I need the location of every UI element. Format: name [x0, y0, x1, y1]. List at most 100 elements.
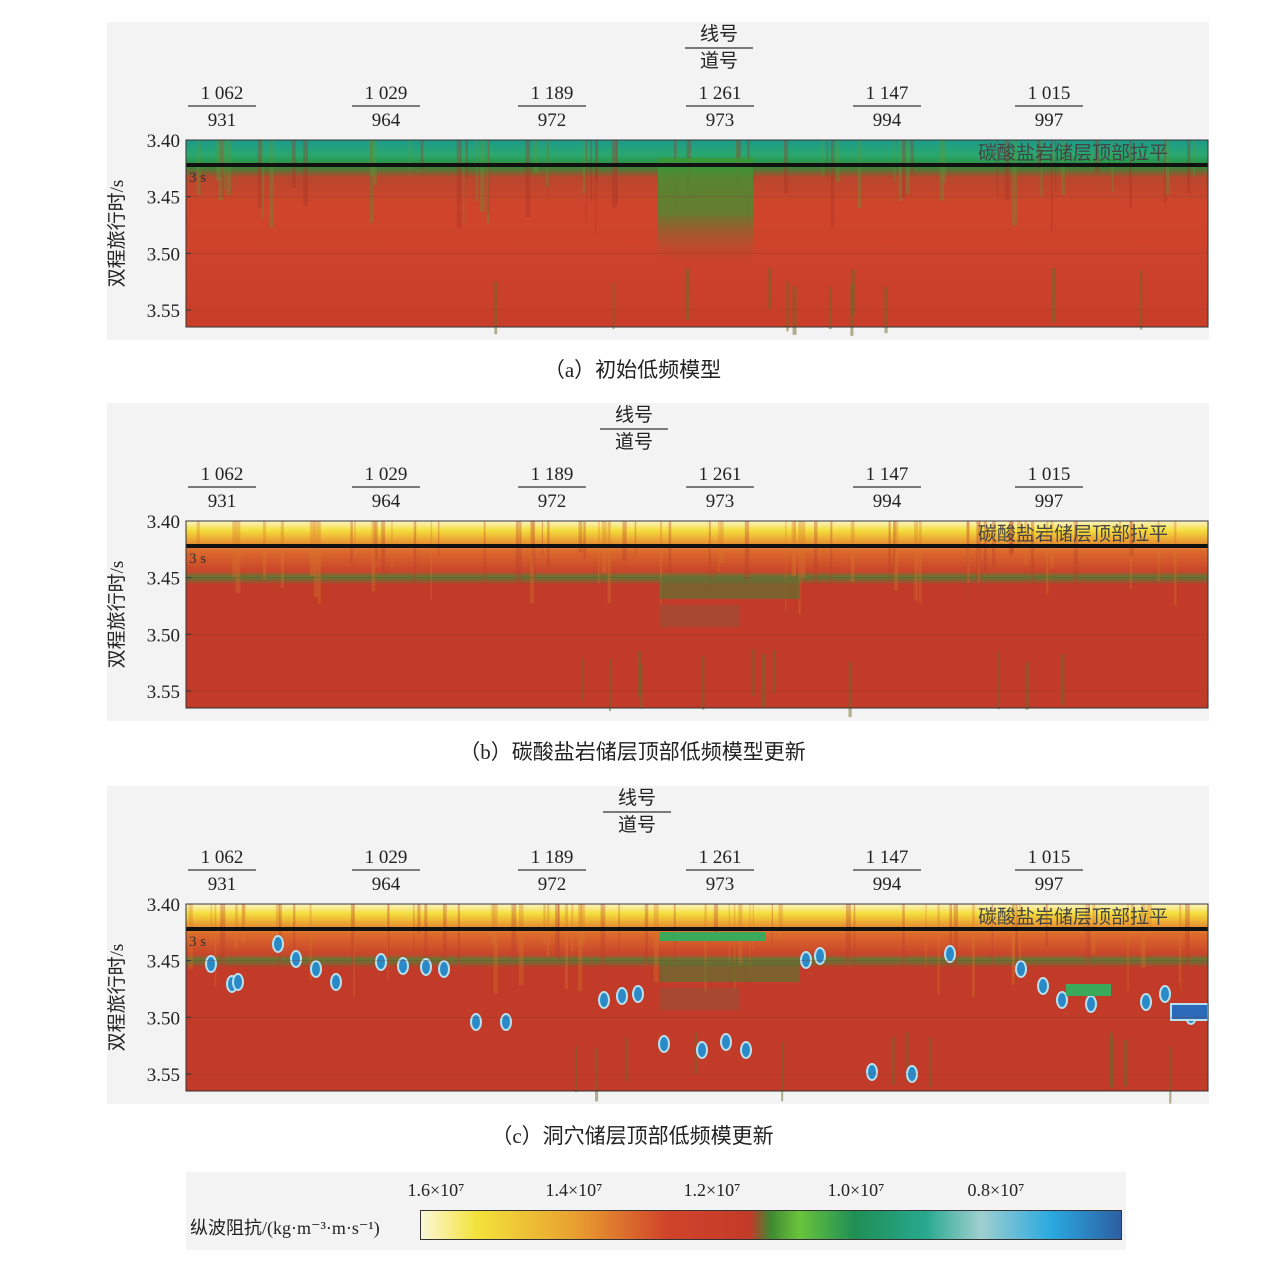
colorbar-label: 纵波阻抗/(kg·m⁻³·m·s⁻¹) [190, 1218, 380, 1238]
texture-streak [778, 904, 783, 939]
texture-streak [1046, 521, 1049, 595]
texture-streak [491, 904, 495, 944]
x-tick-line: 1 147 [866, 464, 909, 485]
texture-streak [226, 140, 232, 195]
texture-streak [634, 521, 637, 556]
flatten-label: 碳酸盐岩储层顶部拉平 [978, 906, 1168, 928]
y-tick-label: 3.40 [147, 512, 180, 533]
low-impedance-zone [660, 579, 800, 599]
texture-streak [564, 904, 569, 989]
x-tick-line: 1 029 [365, 847, 408, 868]
texture-streak [733, 904, 736, 990]
texture-streak [967, 521, 970, 583]
x-tick-trace: 931 [208, 110, 237, 131]
texture-streak [612, 140, 617, 208]
texture-streak [800, 521, 806, 579]
texture-streak [370, 140, 373, 217]
texture-streak [785, 521, 787, 612]
cave-anomaly [310, 960, 322, 978]
texture-streak [293, 904, 296, 975]
texture-streak [1129, 140, 1133, 208]
x-tick-trace: 964 [372, 110, 401, 131]
texture-streak [242, 904, 245, 933]
texture-streak [752, 649, 755, 696]
cave-anomaly [420, 958, 432, 976]
texture-streak [1024, 521, 1027, 566]
texture-streak [889, 521, 891, 581]
x-tick-trace: 973 [706, 110, 735, 131]
x-tick-line: 1 261 [699, 83, 742, 104]
texture-streak [853, 904, 856, 975]
texture-streak [220, 904, 226, 967]
texture-streak [420, 140, 424, 169]
texture-streak [928, 1037, 932, 1088]
plot-frame [185, 903, 1209, 1092]
texture-streak [694, 1032, 699, 1075]
texture-streak [749, 904, 751, 980]
texture-streak [475, 140, 479, 202]
texture-streak [1165, 140, 1170, 195]
y-tick-label: 3.55 [147, 301, 180, 322]
texture-streak [1011, 904, 1015, 985]
y-tick-label: 3.55 [147, 682, 180, 703]
cave-anomaly [330, 973, 342, 991]
texture-streak [625, 1037, 629, 1082]
cave-anomaly [1037, 977, 1049, 995]
texture-streak [280, 521, 285, 589]
texture-streak [486, 140, 490, 224]
header-numerator: 线号 [618, 787, 656, 809]
cave-anomaly [232, 973, 244, 991]
x-tick-line: 1 015 [1028, 464, 1071, 485]
texture-streak [275, 904, 280, 950]
texture-streak [744, 521, 750, 582]
cave-anomaly [696, 1041, 708, 1059]
cave-anomaly [290, 950, 302, 968]
x-tick-trace: 931 [208, 491, 237, 512]
texture-streak [575, 1046, 578, 1093]
texture-streak [1129, 521, 1134, 557]
texture-streak [615, 140, 618, 205]
texture-streak [317, 521, 321, 604]
flatten-time-label: 3 s [189, 551, 206, 567]
texture-streak [792, 286, 797, 335]
caption-b: （b）碳酸盐岩储层顶部低频模型更新 [459, 740, 806, 764]
texture-streak [905, 140, 910, 195]
texture-streak [997, 651, 1000, 710]
texture-streak [257, 140, 263, 209]
texture-streak [519, 521, 522, 602]
x-tick-line: 1 189 [531, 464, 574, 485]
texture-streak [826, 140, 829, 178]
texture-streak [972, 904, 975, 997]
x-tick-line: 1 062 [201, 464, 244, 485]
texture-streak [518, 904, 524, 986]
texture-streak [1025, 662, 1029, 710]
texture-streak [493, 904, 498, 994]
x-tick-trace: 997 [1035, 874, 1064, 895]
x-tick-trace: 972 [538, 491, 567, 512]
texture-streak [457, 904, 460, 966]
texture-streak [966, 521, 970, 606]
texture-streak [996, 140, 999, 198]
texture-streak [786, 281, 789, 332]
texture-streak [210, 904, 213, 944]
cave-anomaly [1140, 993, 1152, 1011]
texture-streak [371, 521, 376, 592]
texture-streak [585, 140, 587, 223]
colorbar-tick: 1.0×10⁷ [827, 1180, 885, 1200]
texture-streak [830, 140, 835, 228]
texture-streak [1129, 521, 1133, 589]
colorbar: 1.6×10⁷ 1.4×10⁷ 1.2×10⁷ 1.0×10⁷ 0.8×10⁷ … [186, 1172, 1126, 1250]
texture-streak [313, 521, 319, 597]
texture-streak [369, 140, 374, 223]
cave-anomaly [1015, 960, 1027, 978]
texture-streak [533, 140, 539, 174]
y-tick-label: 3.45 [147, 188, 180, 209]
texture-streak [235, 521, 241, 593]
texture-streak [424, 904, 428, 990]
texture-streak [1017, 521, 1022, 550]
y-tick-label: 3.40 [147, 895, 180, 916]
texture-streak [438, 521, 440, 556]
y-tick-label: 3.50 [147, 1008, 180, 1029]
texture-streak [761, 654, 766, 708]
